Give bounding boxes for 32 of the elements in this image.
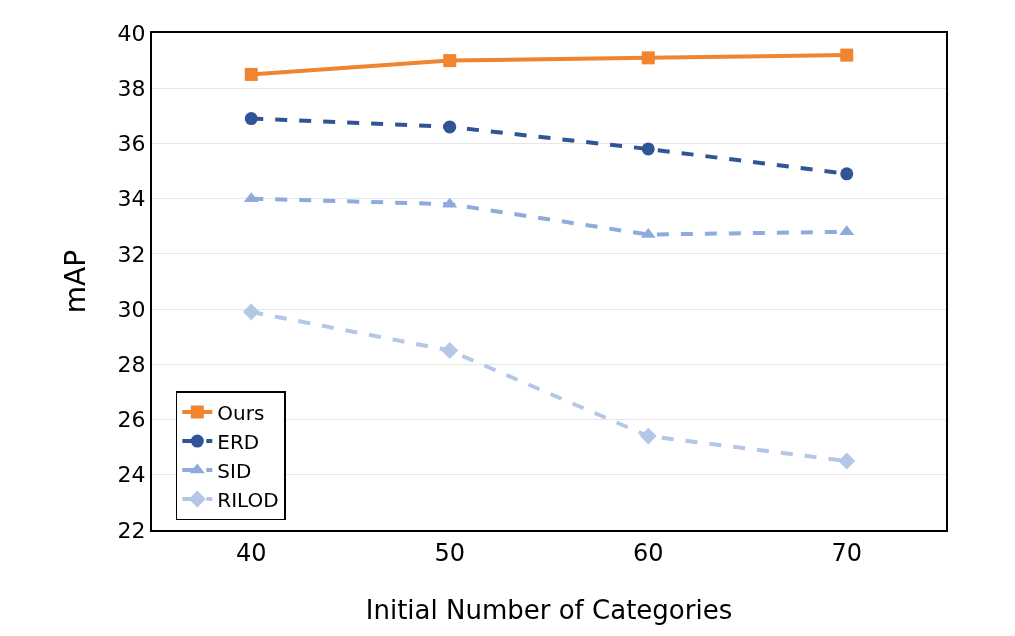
point: [441, 342, 459, 359]
y-tick-label: 30: [117, 296, 146, 322]
legend-label: RILOD: [217, 487, 279, 512]
y-tick-label: 36: [117, 131, 146, 157]
point: [840, 167, 854, 181]
point: [244, 112, 258, 126]
legend-label: SID: [217, 458, 252, 483]
y-tick-label: 38: [117, 75, 146, 101]
point: [443, 120, 457, 134]
x-tick-label: 70: [831, 538, 863, 567]
point: [840, 48, 854, 62]
point: [244, 67, 258, 81]
point: [443, 54, 457, 68]
point: [838, 452, 856, 470]
y-tick-label: 26: [117, 407, 146, 433]
x-axis-title: Initial Number of Categories: [365, 595, 733, 625]
x-tick-label: 50: [434, 538, 466, 567]
y-tick-label: 40: [117, 20, 146, 46]
y-axis-title: mAP: [59, 249, 92, 314]
point: [641, 142, 655, 156]
point: [242, 303, 260, 321]
point: [641, 51, 655, 65]
legend-label: Ours: [217, 400, 265, 425]
y-tick-label: 34: [117, 186, 146, 212]
y-tick-label: 22: [117, 517, 146, 543]
y-tick-label: 24: [117, 462, 146, 488]
y-tick-label: 32: [117, 241, 146, 267]
y-tick-label: 28: [117, 352, 146, 378]
x-tick-label: 60: [632, 538, 664, 567]
legend-label: ERD: [217, 429, 260, 454]
point: [639, 427, 657, 445]
x-tick-label: 40: [235, 538, 267, 567]
